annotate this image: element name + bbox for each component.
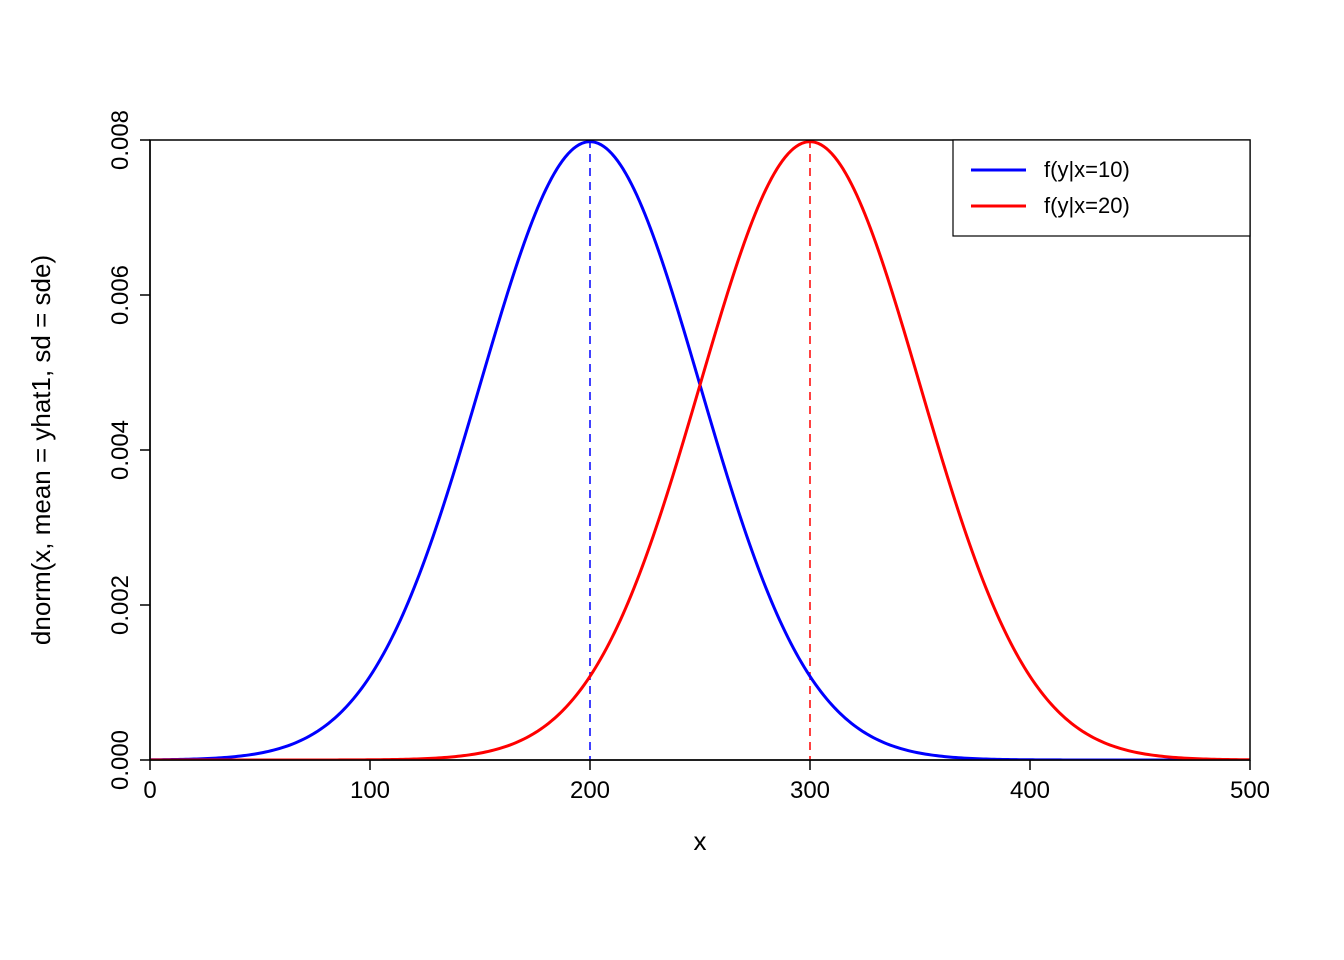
x-tick-label: 100 — [350, 777, 390, 804]
x-tick-label: 500 — [1230, 777, 1270, 804]
density-chart: 0 100 200 300 400 500 x 0.000 0.002 0.004 0.006 0.0… — [0, 0, 1344, 960]
legend-box — [953, 140, 1250, 236]
x-tick-label: 0 — [143, 777, 156, 804]
x-tick-label: 300 — [790, 777, 830, 804]
legend-label: f(y|x=10) — [1044, 157, 1130, 182]
legend: f(y|x=10) f(y|x=20) — [953, 140, 1250, 236]
x-tick-label: 400 — [1010, 777, 1050, 804]
x-axis-label: x — [694, 826, 707, 856]
y-tick-label: 0.002 — [107, 575, 134, 635]
y-tick-label: 0.008 — [107, 110, 134, 170]
legend-label: f(y|x=20) — [1044, 193, 1130, 218]
y-tick-label: 0.000 — [107, 730, 134, 790]
y-tick-label: 0.006 — [107, 265, 134, 325]
x-tick-label: 200 — [570, 777, 610, 804]
y-axis-label: dnorm(x, mean = yhat1, sd = sde) — [26, 255, 56, 645]
y-tick-label: 0.004 — [107, 420, 134, 480]
